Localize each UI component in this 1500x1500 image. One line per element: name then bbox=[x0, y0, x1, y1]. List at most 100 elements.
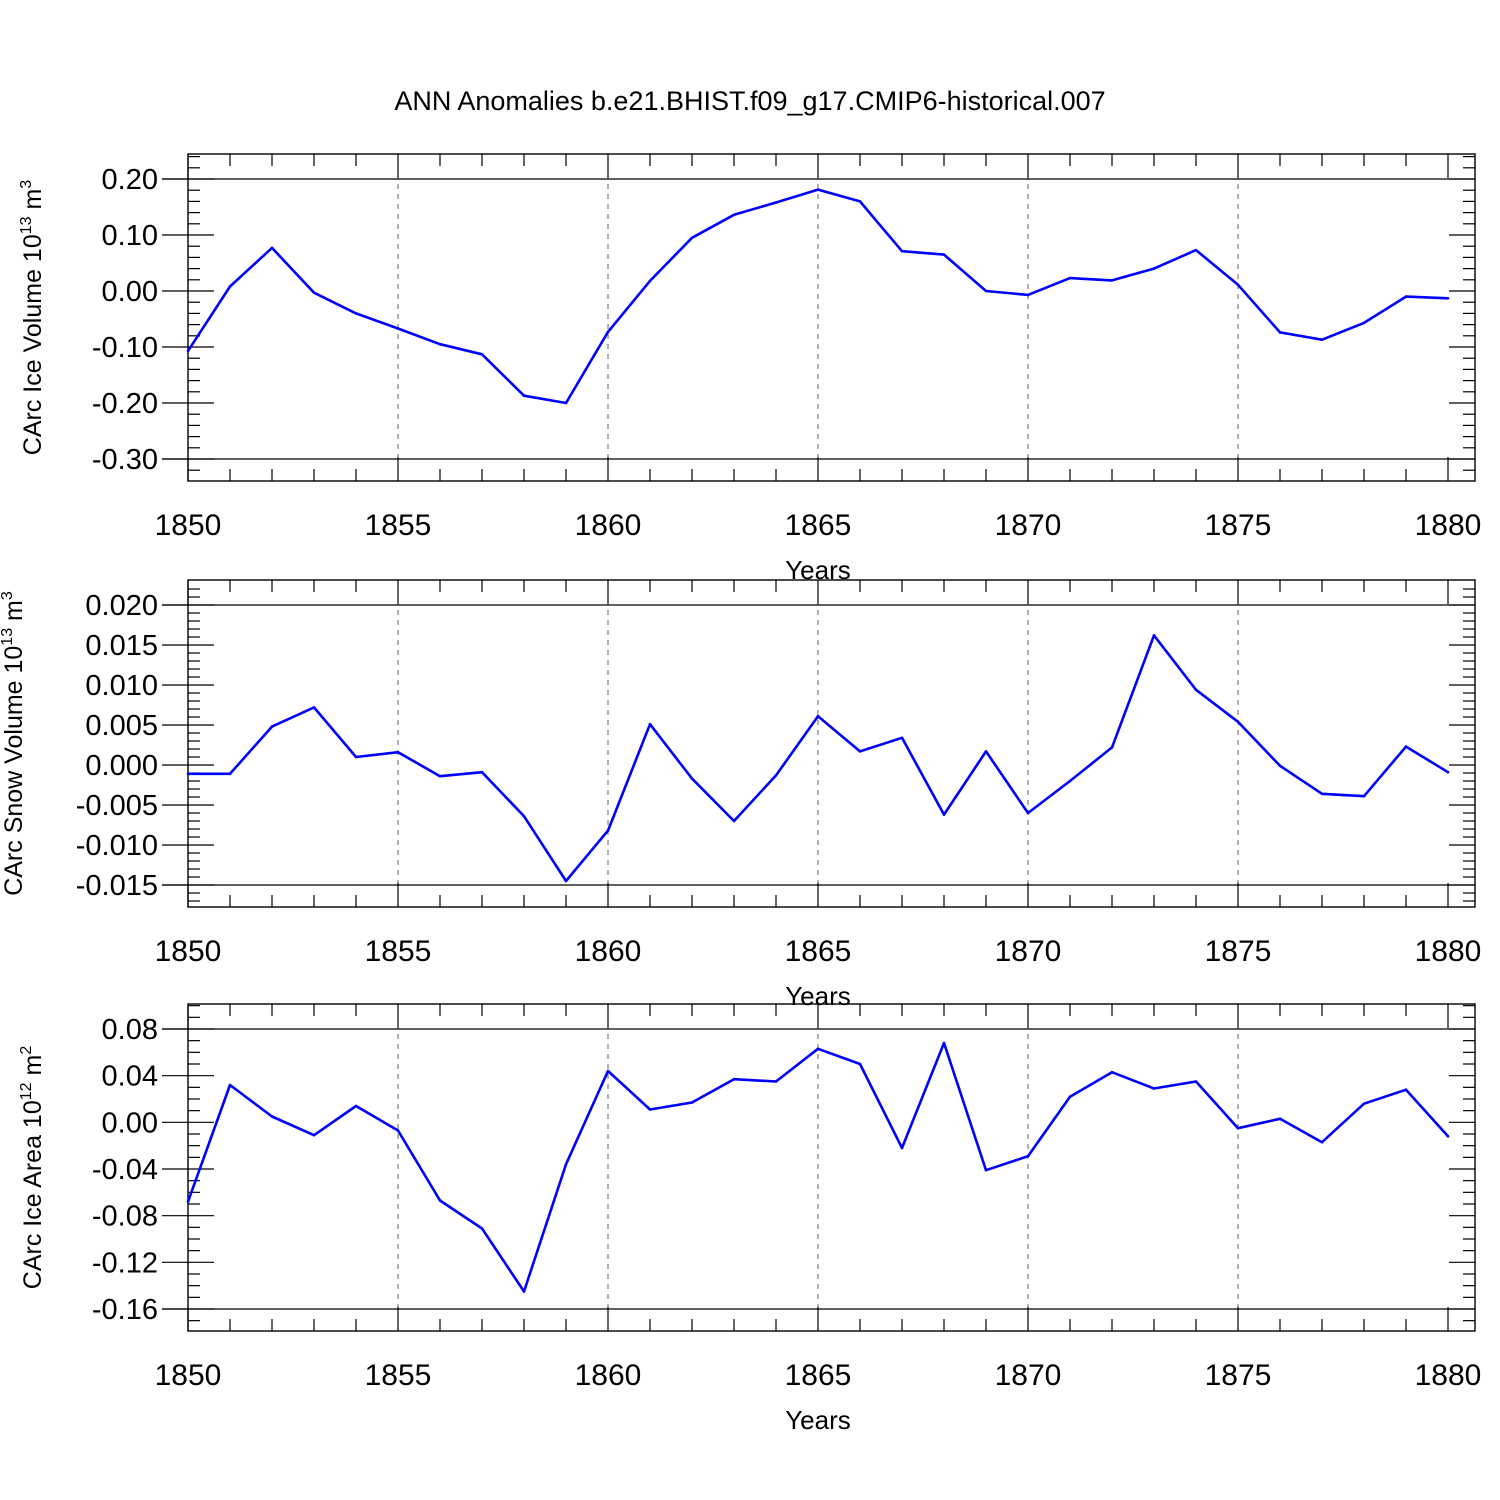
x-tick-label: 1870 bbox=[995, 1359, 1062, 1392]
y-tick-label: -0.04 bbox=[92, 1154, 158, 1186]
data-point bbox=[900, 1146, 904, 1150]
data-point bbox=[1068, 276, 1072, 280]
data-point bbox=[354, 755, 358, 759]
data-point bbox=[1152, 634, 1156, 637]
y-tick-label: 0.00 bbox=[102, 276, 158, 308]
data-point bbox=[984, 289, 988, 293]
y-tick-label: -0.20 bbox=[92, 388, 158, 420]
x-tick-label: 1865 bbox=[785, 509, 852, 542]
x-tick-label: 1860 bbox=[575, 509, 642, 542]
y-tick-label: 0.010 bbox=[85, 670, 158, 702]
y-tick-label: 0.005 bbox=[85, 710, 158, 742]
plot-frame bbox=[187, 579, 1476, 908]
x-tick-label: 1875 bbox=[1205, 1359, 1272, 1392]
data-point bbox=[480, 770, 484, 774]
data-point bbox=[1320, 338, 1324, 342]
y-tick-label: -0.010 bbox=[76, 830, 158, 862]
y-tick-label: -0.30 bbox=[92, 444, 158, 476]
data-point bbox=[1152, 267, 1156, 270]
data-point bbox=[354, 1104, 358, 1108]
data-point bbox=[1362, 1102, 1366, 1105]
data-point bbox=[1026, 293, 1030, 297]
data-point bbox=[480, 352, 484, 356]
data-point bbox=[606, 330, 610, 334]
data-point bbox=[270, 1115, 274, 1118]
data-point bbox=[900, 249, 904, 253]
y-tick-label: 0.10 bbox=[102, 220, 158, 252]
y-tick-label: 0.04 bbox=[102, 1061, 158, 1093]
data-point bbox=[522, 394, 526, 398]
data-point bbox=[1362, 321, 1366, 325]
data-point bbox=[858, 200, 862, 203]
data-point bbox=[228, 1083, 232, 1087]
data-point bbox=[984, 1168, 988, 1172]
data-point bbox=[690, 1101, 694, 1104]
data-point bbox=[1026, 1154, 1030, 1158]
data-point bbox=[1404, 745, 1408, 748]
data-point bbox=[1404, 1088, 1408, 1091]
data-point bbox=[522, 1290, 526, 1293]
data-point bbox=[1194, 1080, 1198, 1083]
data-point bbox=[1110, 1070, 1114, 1074]
data-point bbox=[984, 750, 988, 753]
y-tick-label: -0.015 bbox=[76, 870, 158, 902]
data-point bbox=[732, 213, 736, 217]
data-point bbox=[1320, 1140, 1324, 1144]
x-tick-label: 1880 bbox=[1415, 1359, 1482, 1392]
y-tick-label: -0.10 bbox=[92, 332, 158, 364]
data-point bbox=[648, 1108, 652, 1111]
data-point bbox=[1194, 248, 1198, 252]
data-point bbox=[1236, 1126, 1240, 1130]
data-point bbox=[648, 722, 652, 726]
chart-panel-3: -0.16 -0.12 -0.08 -0.04 0.00 0.04 0.08 1850 1855… bbox=[18, 1003, 1482, 1435]
data-point bbox=[228, 772, 232, 776]
data-point bbox=[564, 401, 568, 405]
data-point bbox=[1446, 770, 1450, 774]
y-axis-label: CArc Ice Area 1012 m2 bbox=[18, 1046, 47, 1290]
data-point bbox=[228, 285, 232, 288]
data-point bbox=[186, 772, 190, 776]
x-tick-label: 1865 bbox=[785, 1359, 852, 1392]
x-tick-label: 1855 bbox=[365, 1359, 432, 1392]
data-point bbox=[1068, 1095, 1072, 1098]
y-tick-label: -0.12 bbox=[92, 1247, 158, 1279]
data-point bbox=[1446, 1135, 1450, 1138]
data-point bbox=[1152, 1087, 1156, 1090]
x-axis-label: Years bbox=[785, 1405, 851, 1435]
x-tick-label: 1880 bbox=[1415, 935, 1482, 968]
data-point bbox=[186, 1200, 190, 1203]
data-point bbox=[816, 1047, 820, 1051]
y-tick-label: 0.015 bbox=[85, 630, 158, 662]
data-point bbox=[438, 774, 442, 778]
data-point bbox=[1362, 794, 1366, 798]
data-point bbox=[1068, 779, 1072, 783]
data-point bbox=[1446, 296, 1450, 300]
data-point bbox=[690, 236, 694, 240]
data-point bbox=[942, 1041, 946, 1045]
data-point bbox=[354, 312, 358, 315]
data-point bbox=[1404, 295, 1408, 298]
x-tick-label: 1860 bbox=[575, 1359, 642, 1392]
data-point bbox=[774, 774, 778, 777]
x-tick-label: 1850 bbox=[155, 1359, 222, 1392]
data-point bbox=[606, 1069, 610, 1073]
y-tick-label: 0.020 bbox=[85, 590, 158, 622]
data-point bbox=[564, 1163, 568, 1166]
data-point bbox=[816, 188, 820, 191]
data-point bbox=[1278, 764, 1282, 768]
data-point bbox=[1278, 331, 1282, 334]
data-point bbox=[942, 253, 946, 256]
data-point bbox=[1236, 283, 1240, 287]
y-tick-label: 0.08 bbox=[102, 1014, 158, 1046]
data-point bbox=[774, 201, 778, 204]
x-tick-label: 1850 bbox=[155, 935, 222, 968]
x-tick-label: 1875 bbox=[1205, 935, 1272, 968]
data-point bbox=[270, 246, 274, 250]
y-tick-label: -0.16 bbox=[92, 1294, 158, 1326]
x-tick-label: 1860 bbox=[575, 935, 642, 968]
data-point bbox=[186, 349, 190, 353]
data-point bbox=[648, 279, 652, 283]
y-axis-label: CArc Ice Volume 1013 m3 bbox=[18, 180, 47, 456]
chart-panel-2: -0.015 -0.010 -0.005 0.000 0.005 0.010 0.015 0.… bbox=[0, 579, 1482, 1011]
